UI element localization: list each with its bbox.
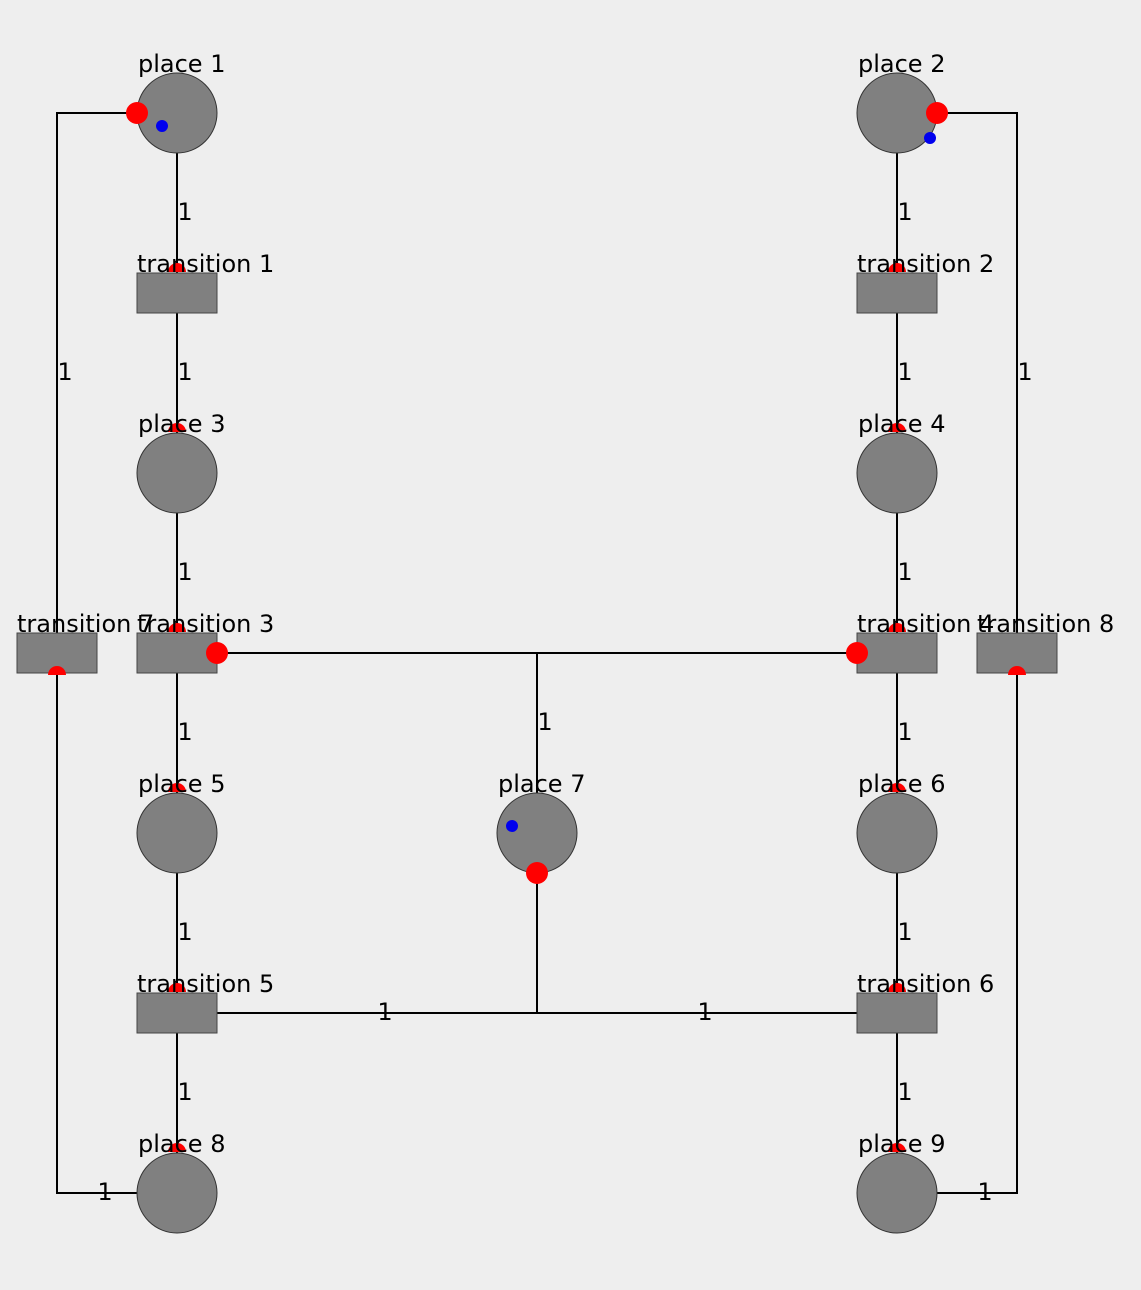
arc-endpoint-p7-t3[interactable] — [206, 642, 228, 664]
arc-p8-t7[interactable] — [56, 673, 137, 1194]
arc-weight-p5-t5: 1 — [177, 918, 192, 946]
arc-weight-p3-t3: 1 — [177, 558, 192, 586]
arc-weight-p8-t7: 1 — [97, 1178, 112, 1206]
place-p5[interactable] — [136, 792, 218, 874]
transition-label-t3: transition 3 — [137, 610, 274, 638]
place-p7[interactable] — [496, 792, 578, 874]
arc-endpoint-t4-p6[interactable] — [888, 783, 906, 792]
arc-endpoint-p7-t4[interactable] — [846, 642, 868, 664]
labels-layer: 1 1 1 1 1 1 1 1 1 1 1 1 1 1 1 1 1 1 1 place 1 place 2 place 3… — [17, 50, 1114, 1206]
transition-t5[interactable] — [136, 992, 218, 1034]
place-p8[interactable] — [136, 1152, 218, 1234]
arcs-layer — [56, 112, 1018, 1194]
place-p6[interactable] — [856, 792, 938, 874]
place-label-p2: place 2 — [858, 50, 945, 78]
arc-t7-p1[interactable] — [56, 112, 137, 633]
arc-endpoint-t7-p1[interactable] — [126, 102, 148, 124]
arc-weight-t6-p9: 1 — [897, 1078, 912, 1106]
token-p2 — [924, 132, 936, 144]
transition-t1[interactable] — [136, 272, 218, 314]
transition-label-t2: transition 2 — [857, 250, 994, 278]
place-label-p1: place 1 — [138, 50, 225, 78]
place-label-p7: place 7 — [498, 770, 585, 798]
transition-label-t8: transition 8 — [977, 610, 1114, 638]
place-p3[interactable] — [136, 432, 218, 514]
arc-weight-t5-p8: 1 — [177, 1078, 192, 1106]
transition-t6[interactable] — [856, 992, 938, 1034]
arc-weight-p9-t8: 1 — [977, 1178, 992, 1206]
place-p9[interactable] — [856, 1152, 938, 1234]
place-label-p4: place 4 — [858, 410, 945, 438]
arc-endpoint-t3-p5[interactable] — [168, 783, 186, 792]
transition-t4[interactable] — [856, 632, 938, 674]
nodes-layer — [16, 72, 1058, 1234]
arc-endpoint-p5-t5[interactable] — [168, 983, 186, 992]
arc-weight-p6-t6: 1 — [897, 918, 912, 946]
arc-weight-p7-t3: 1 — [537, 708, 552, 736]
place-p1[interactable] — [136, 72, 218, 154]
arc-endpoint-p2-t2[interactable] — [888, 263, 906, 272]
arc-endpoint-t8-p2[interactable] — [926, 102, 948, 124]
arc-endpoint-t1-p3[interactable] — [168, 423, 186, 432]
token-p1 — [156, 120, 168, 132]
transition-label-t5: transition 5 — [137, 970, 274, 998]
arc-weight-t4-p6: 1 — [897, 718, 912, 746]
arc-weight-t3-p5: 1 — [177, 718, 192, 746]
arc-endpoint-p4-t4[interactable] — [888, 623, 906, 632]
place-label-p9: place 9 — [858, 1130, 945, 1158]
arc-endpoint-p1-t1[interactable] — [168, 263, 186, 272]
place-label-p8: place 8 — [138, 1130, 225, 1158]
arc-weight-p2-t2: 1 — [897, 198, 912, 226]
arc-p9-t8[interactable] — [937, 673, 1018, 1194]
arc-endpoint-t2-p4[interactable] — [888, 423, 906, 432]
arc-weight-t2-p4: 1 — [897, 358, 912, 386]
arc-weight-t5-p7: 1 — [377, 998, 392, 1026]
transition-label-t4: transition 4 — [857, 610, 994, 638]
place-p4[interactable] — [856, 432, 938, 514]
transition-t2[interactable] — [856, 272, 938, 314]
markers-layer — [48, 102, 1026, 1152]
transition-label-t7: transition 7 — [17, 610, 154, 638]
arc-endpoint-p6-t6[interactable] — [888, 983, 906, 992]
arc-endpoint-t6-p9[interactable] — [888, 1143, 906, 1152]
transition-label-t6: transition 6 — [857, 970, 994, 998]
arc-endpoint-t5-p7[interactable] — [526, 862, 548, 884]
arc-t8-p2[interactable] — [937, 112, 1018, 633]
arc-endpoint-p8-t7[interactable] — [48, 666, 66, 675]
arc-endpoint-t5-p8[interactable] — [168, 1143, 186, 1152]
arc-weight-t6-p7: 1 — [697, 998, 712, 1026]
arc-weight-t7-p1: 1 — [57, 358, 72, 386]
arc-endpoint-p9-t8[interactable] — [1008, 666, 1026, 675]
arc-weight-p1-t1: 1 — [177, 198, 192, 226]
arc-weight-p4-t4: 1 — [897, 558, 912, 586]
arc-endpoint-p3-t3[interactable] — [168, 623, 186, 632]
place-label-p5: place 5 — [138, 770, 225, 798]
arc-weight-t1-p3: 1 — [177, 358, 192, 386]
token-p7 — [506, 820, 518, 832]
transition-label-t1: transition 1 — [137, 250, 274, 278]
place-label-p3: place 3 — [138, 410, 225, 438]
place-label-p6: place 6 — [858, 770, 945, 798]
transition-t3[interactable] — [136, 632, 218, 674]
arc-weight-t8-p2: 1 — [1017, 358, 1032, 386]
